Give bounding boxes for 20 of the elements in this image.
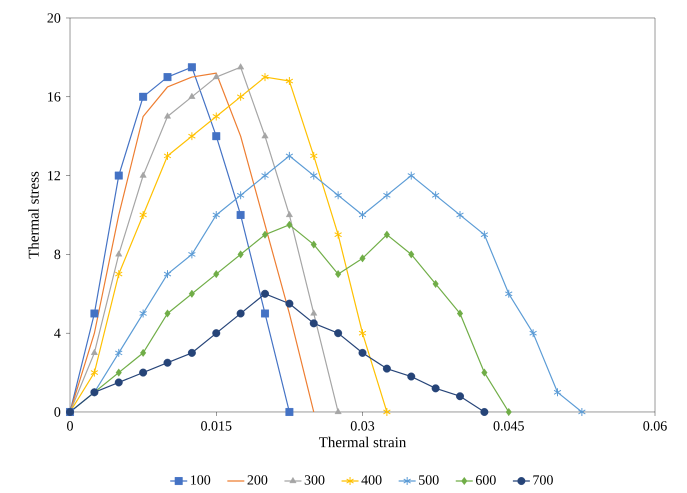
y-axis-title: Thermal stress xyxy=(28,172,39,258)
x-tick-label: 0.015 xyxy=(201,421,232,431)
y-tick-label: 4 xyxy=(54,328,61,338)
y-tick-label: 16 xyxy=(48,92,60,102)
legend-label: 200 xyxy=(248,475,268,485)
y-tick-label: 0 xyxy=(54,407,60,417)
x-tick-label: 0.06 xyxy=(643,421,667,431)
legend-label: 700 xyxy=(533,475,553,485)
y-tick-label: 8 xyxy=(54,250,60,260)
y-tick-label: 12 xyxy=(48,170,60,180)
x-tick-label: 0.03 xyxy=(350,421,374,431)
y-tick-label: 20 xyxy=(47,13,60,23)
x-tick-label: 0 xyxy=(67,421,73,431)
legend-label: 500 xyxy=(419,475,439,485)
x-tick-label: 0.045 xyxy=(494,421,524,431)
legend-label: 400 xyxy=(361,475,382,485)
legend-label: 100 xyxy=(191,475,210,485)
legend-label: 600 xyxy=(476,475,496,485)
x-axis-title: Thermal strain xyxy=(318,436,406,448)
legend-label: 300 xyxy=(304,475,324,485)
